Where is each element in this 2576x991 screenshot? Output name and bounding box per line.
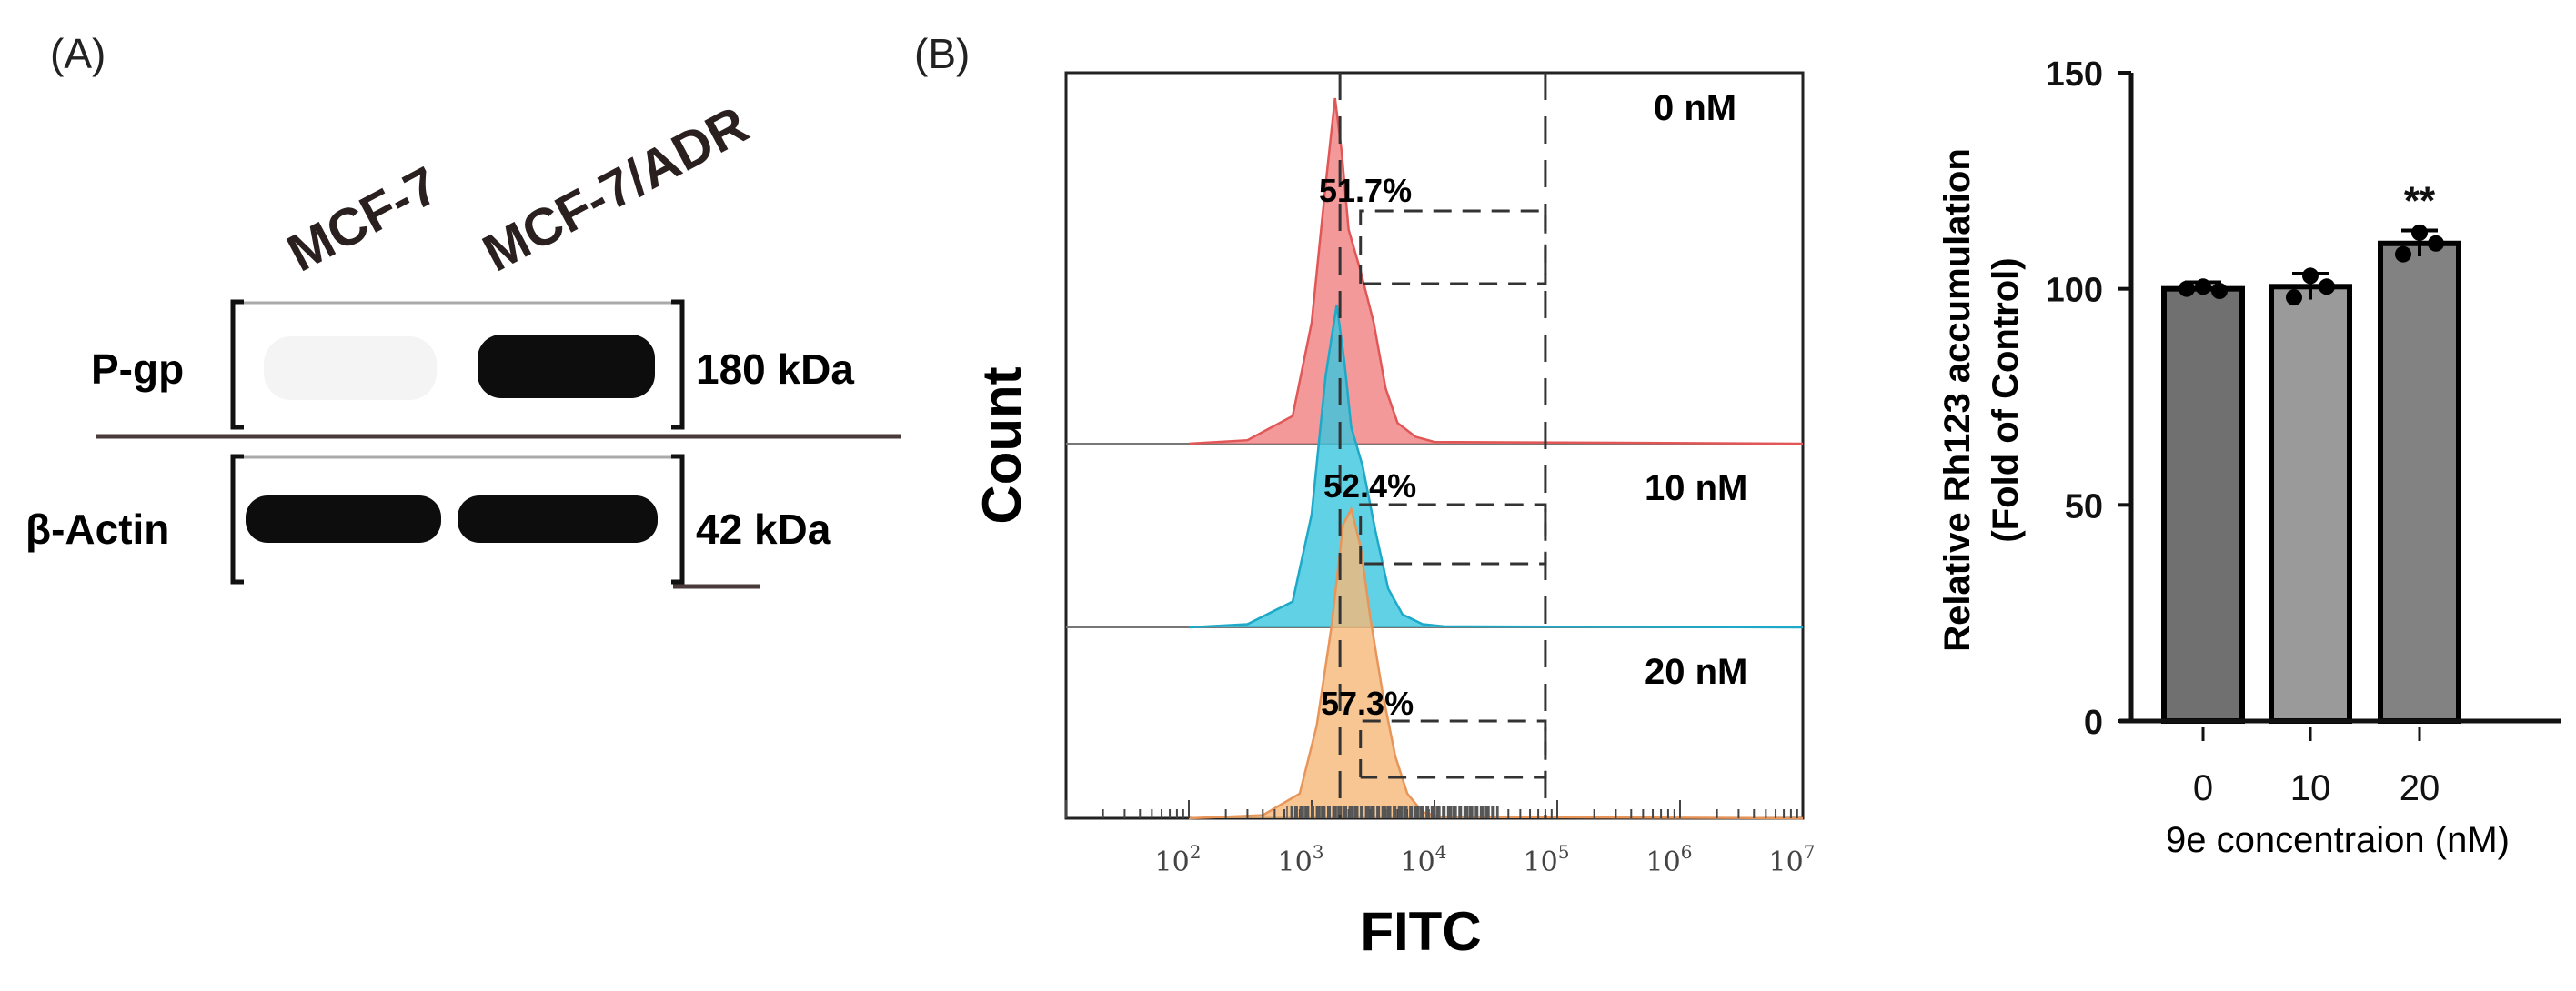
gate-bracket-20nM: 57.3% (1321, 685, 1547, 779)
bar-y-tick-label: 150 (2046, 55, 2103, 94)
histogram-area-10nM (1189, 305, 1803, 627)
actin-box-left-bracket (230, 454, 244, 585)
flow-x-tick-label: 103 (1278, 841, 1324, 878)
bar-10 (2269, 284, 2352, 724)
flow-x-axis-label: FITC (1360, 901, 1481, 962)
panel-b-bar-chart: 0 10 20 ** 0 50 100 150 Relative Rh123 accumul… (1937, 55, 2561, 860)
pgp-box-right-bracket (671, 299, 685, 430)
flow-plot-frame (1064, 71, 1805, 820)
condition-label-10nM: 10 nM (1645, 468, 1747, 508)
row-label-pgp: P-gp (91, 345, 184, 393)
bar-y-axis-label-line2: (Fold of Control) (1986, 257, 2026, 542)
lane-label-mcf7: MCF-7 (278, 155, 448, 284)
flow-y-axis-label: Count (971, 366, 1032, 524)
gate-bracket-line (1359, 209, 1547, 285)
pgp-box-left-bracket (230, 299, 244, 430)
flow-x-tick-label: 105 (1524, 841, 1570, 878)
bar-20 (2378, 240, 2461, 724)
band-actin-mcf7 (246, 496, 441, 543)
actin-box-right-bracket (671, 454, 685, 585)
bar-y-axis-label-line1: Relative Rh123 accumulation (1937, 148, 1977, 652)
row-label-actin: β-Actin (25, 506, 169, 553)
panel-a-label: (A) (50, 30, 106, 77)
gate-percent-10nM: 52.4% (1323, 467, 1416, 505)
flow-x-tick-label: 107 (1769, 841, 1816, 878)
bar-y-tick-label: 50 (2065, 487, 2103, 526)
bar-layer: 0 10 20 ** (2161, 178, 2461, 808)
flow-axis-ticks (1065, 800, 1798, 818)
histogram-area-20nM (1189, 509, 1803, 818)
data-point (2211, 283, 2228, 300)
lane-label-mcf7-adr: MCF-7/ADR (474, 95, 758, 283)
histogram-outline-10nM (1188, 304, 1804, 629)
condition-label-20nM: 20 nM (1645, 652, 1747, 692)
gate-bracket-0nM: 51.7% (1319, 172, 1547, 285)
bar-0 (2161, 285, 2245, 724)
bar-x-axis-label: 9e concentraion (nM) (2166, 820, 2510, 860)
significance-marker: ** (2404, 178, 2436, 223)
bar-x-tick-label: 20 (2400, 768, 2440, 808)
histogram-area-0nM (1189, 98, 1803, 444)
band-pgp-mcf7 (264, 336, 437, 400)
data-point (2395, 245, 2411, 263)
gate-percent-0nM: 51.7% (1319, 172, 1412, 209)
panel-b-flow: (B) 102 103 104 105 106 107 51.7% 52.4% 57.3%… (914, 30, 1815, 962)
gate-bracket-line (1359, 503, 1547, 566)
band-pgp-mcf7-adr (478, 335, 655, 398)
data-point (2411, 224, 2428, 241)
band-actin-mcf7-adr (458, 496, 658, 543)
data-point (2428, 235, 2444, 252)
histogram-layer (1188, 97, 1804, 820)
flow-axis-tick-labels: 102 103 104 105 106 107 (1155, 841, 1816, 878)
flow-x-tick-label: 102 (1155, 841, 1202, 878)
panel-a: (A) MCF-7 MCF-7/ADR P-gp 180 kDa β-Actin… (25, 30, 901, 589)
bar-y-ticks: 0 50 100 150 (2046, 55, 2131, 742)
condition-label-0nM: 0 nM (1654, 88, 1736, 128)
data-point (2286, 289, 2302, 306)
data-point (2319, 278, 2335, 295)
gate-bracket-10nM: 52.4% (1323, 467, 1547, 566)
gate-percent-20nM: 57.3% (1321, 685, 1414, 722)
bar-x-tick-label: 0 (2193, 768, 2213, 808)
panel-b-label: (B) (914, 30, 970, 77)
flow-x-tick-label: 106 (1646, 841, 1693, 878)
bar-y-tick-label: 0 (2084, 704, 2103, 742)
row-size-actin: 42 kDa (696, 506, 831, 553)
flow-x-tick-label: 104 (1401, 841, 1447, 878)
data-point (2302, 267, 2319, 285)
gate-bracket-line (1359, 719, 1547, 779)
bar-y-tick-label: 100 (2046, 272, 2103, 310)
data-point (2179, 280, 2195, 297)
row-size-pgp: 180 kDa (696, 345, 854, 393)
bar-x-tick-label: 10 (2290, 768, 2331, 808)
data-point (2195, 278, 2211, 295)
histogram-outline-0nM (1188, 97, 1804, 445)
